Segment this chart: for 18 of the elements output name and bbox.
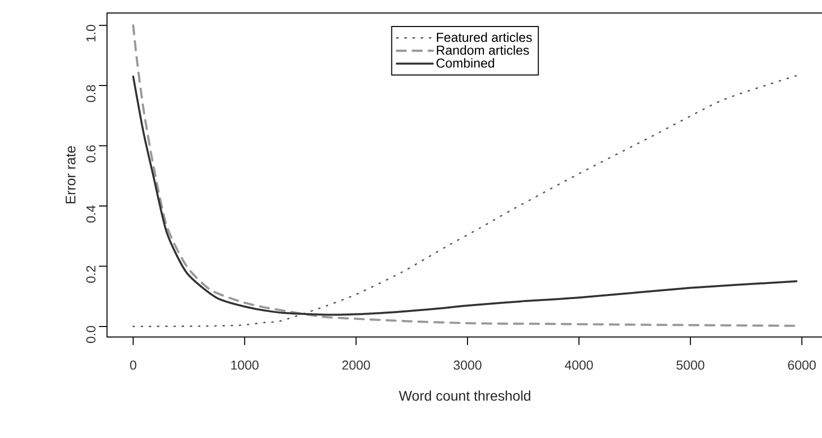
x-tick-label: 2000 [342, 360, 370, 370]
legend-label: Featured articles [436, 32, 532, 42]
x-tick-label: 4000 [564, 360, 593, 370]
y-tick-label: 0.0 [86, 326, 96, 343]
legend-label: Combined [436, 58, 494, 68]
x-axis-title: Word count threshold [398, 390, 530, 401]
x-tick-label: 3000 [454, 360, 482, 370]
x-tick-label: 6000 [788, 360, 816, 370]
y-tick-label: 0.6 [86, 145, 96, 162]
legend-label: Random articles [436, 45, 529, 55]
y-tick-label: 0.8 [86, 85, 96, 102]
y-tick-label: 0.2 [86, 266, 96, 283]
y-axis-title: Error rate [66, 146, 76, 204]
x-tick-label: 1000 [231, 360, 259, 370]
x-tick-label: 0 [130, 360, 136, 370]
x-tick-label: 5000 [676, 360, 704, 370]
y-tick-label: 1.0 [86, 24, 96, 42]
y-tick-label: 0.4 [86, 205, 96, 223]
